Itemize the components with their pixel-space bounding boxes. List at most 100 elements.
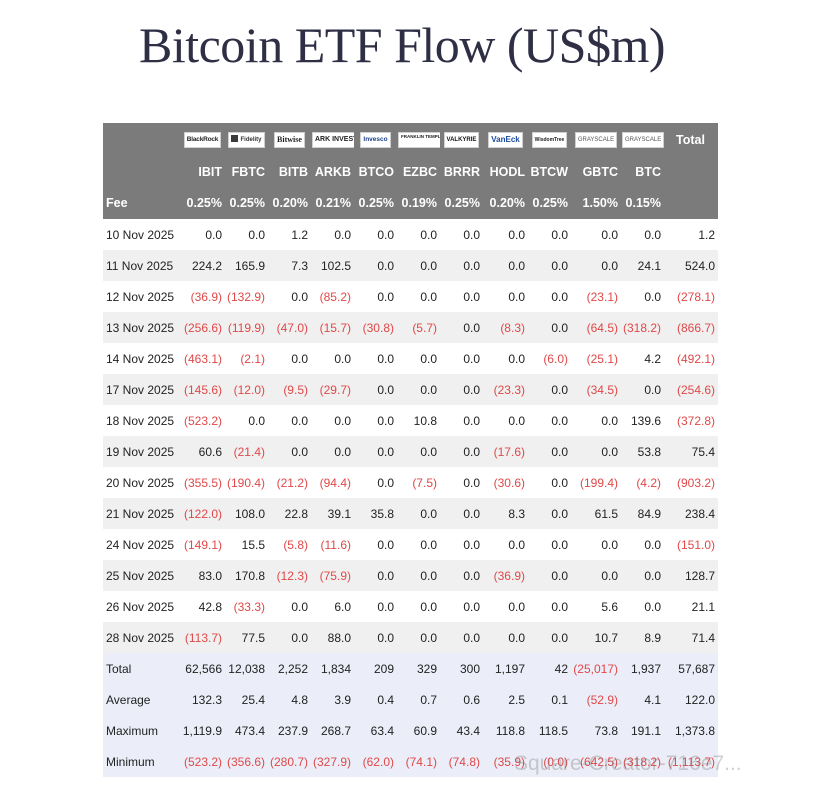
row-date: 21 Nov 2025 [103, 498, 180, 529]
flow-value: 24.1 [621, 250, 664, 281]
flow-value: 0.0 [621, 560, 664, 591]
issuer-logo-cell: ARK INVEST [311, 123, 354, 156]
flow-value: 0.0 [440, 405, 483, 436]
summary-value: (35.9) [483, 746, 528, 777]
flow-value: (5.7) [397, 312, 440, 343]
flow-value: 0.0 [354, 591, 397, 622]
flow-value: 0.0 [311, 219, 354, 250]
flow-value: 0.0 [528, 312, 571, 343]
flow-value: (25.1) [571, 343, 621, 374]
issuer-logo-blackrock: BlackRock [183, 131, 222, 148]
flow-value: 0.0 [571, 405, 621, 436]
flow-value: (29.7) [311, 374, 354, 405]
summary-value: 4.8 [268, 684, 311, 715]
flow-value: (30.8) [354, 312, 397, 343]
flow-value: 77.5 [225, 622, 268, 653]
flow-value: (256.6) [180, 312, 225, 343]
flow-value: 0.0 [528, 250, 571, 281]
flow-value: 0.0 [440, 529, 483, 560]
flow-value: 0.0 [268, 436, 311, 467]
flow-value: 0.0 [354, 343, 397, 374]
issuer-logo-text: FRANKLIN TEMPLETON [401, 133, 440, 139]
flow-value: (4.2) [621, 467, 664, 498]
summary-value: (327.9) [311, 746, 354, 777]
flow-value: 165.9 [225, 250, 268, 281]
flow-value: 0.0 [483, 405, 528, 436]
row-date: 26 Nov 2025 [103, 591, 180, 622]
flow-value: (5.8) [268, 529, 311, 560]
summary-value: 25.4 [225, 684, 268, 715]
flow-value: 22.8 [268, 498, 311, 529]
table-row: 28 Nov 2025 (113.7) 77.5 0.0 88.0 0.0 0.0 0.0 0.… [103, 622, 718, 653]
issuer-logo-bitwise: Bitwise [274, 131, 305, 148]
fee-value: 0.15% [621, 187, 664, 219]
summary-value: 2.5 [483, 684, 528, 715]
etf-flow-table: BlackRock Fidelity Bitwise ARK INVEST Invesc… [103, 123, 718, 777]
summary-row: Average 132.3 25.4 4.8 3.9 0.4 0.7 0.6 2.5 0.1 (52… [103, 684, 718, 715]
row-total: 238.4 [664, 498, 718, 529]
row-date: 28 Nov 2025 [103, 622, 180, 653]
flow-value: (36.9) [483, 560, 528, 591]
flow-value: 0.0 [311, 436, 354, 467]
issuer-logo-vaneck: VanEck [488, 131, 523, 148]
fee-value: 0.25% [225, 187, 268, 219]
flow-value: 6.0 [311, 591, 354, 622]
flow-value: 4.2 [621, 343, 664, 374]
summary-value: 3.9 [311, 684, 354, 715]
fee-row: Fee 0.25% 0.25% 0.20% 0.21% 0.25% 0.19% 0.25% 0.… [103, 187, 718, 219]
issuer-logo-text: VanEck [491, 134, 520, 144]
flow-value: 0.0 [440, 498, 483, 529]
flow-value: 0.0 [571, 560, 621, 591]
row-date: 11 Nov 2025 [103, 250, 180, 281]
flow-value: 0.0 [440, 560, 483, 591]
ticker-blank-cell [103, 156, 180, 187]
flow-value: 0.0 [397, 498, 440, 529]
flow-value: 0.0 [397, 374, 440, 405]
ticker-header: FBTC [225, 156, 268, 187]
row-total: 75.4 [664, 436, 718, 467]
ticker-header: BITB [268, 156, 311, 187]
flow-value: 0.0 [354, 250, 397, 281]
summary-row: Minimum (523.2) (356.6) (280.7) (327.9) (62.0… [103, 746, 718, 777]
issuer-logo-text: WisdomTree [534, 136, 565, 143]
flow-value: 0.0 [621, 529, 664, 560]
flow-value: 53.8 [621, 436, 664, 467]
flow-value: (21.2) [268, 467, 311, 498]
row-total: (866.7) [664, 312, 718, 343]
flow-value: 0.0 [180, 219, 225, 250]
flow-value: 0.0 [311, 343, 354, 374]
flow-value: (6.0) [528, 343, 571, 374]
flow-value: 88.0 [311, 622, 354, 653]
issuer-logo-cell: GRAYSCALE [571, 123, 621, 156]
row-total: (372.8) [664, 405, 718, 436]
issuer-logo-cell: Bitwise [268, 123, 311, 156]
flow-value: 0.0 [440, 374, 483, 405]
issuer-logo-cell: VALKYRIE [440, 123, 483, 156]
flow-value: 139.6 [621, 405, 664, 436]
summary-value: 1,834 [311, 653, 354, 684]
flow-value: (119.9) [225, 312, 268, 343]
flow-value: 0.0 [440, 436, 483, 467]
row-total: (151.0) [664, 529, 718, 560]
flow-value: (23.1) [571, 281, 621, 312]
row-total: 524.0 [664, 250, 718, 281]
flow-value: 0.0 [397, 436, 440, 467]
summary-label: Minimum [103, 746, 180, 777]
flow-value: 0.0 [397, 591, 440, 622]
issuer-logo-grayscale: GRAYSCALE [622, 131, 664, 148]
flow-value: 0.0 [440, 281, 483, 312]
row-date: 20 Nov 2025 [103, 467, 180, 498]
flow-value: 5.6 [571, 591, 621, 622]
summary-row: Maximum 1,119.9 473.4 237.9 268.7 63.4 60.9 43.… [103, 715, 718, 746]
flow-value: 0.0 [225, 219, 268, 250]
fidelity-mark-icon [231, 134, 239, 142]
summary-value: (74.8) [440, 746, 483, 777]
flow-value: (318.2) [621, 312, 664, 343]
summary-value: 268.7 [311, 715, 354, 746]
issuer-logo-cell: BlackRock [180, 123, 225, 156]
summary-value: 0.4 [354, 684, 397, 715]
flow-value: 170.8 [225, 560, 268, 591]
flow-value: 0.0 [354, 281, 397, 312]
summary-value: 473.4 [225, 715, 268, 746]
issuer-logo-fidelity: Fidelity [228, 131, 265, 148]
